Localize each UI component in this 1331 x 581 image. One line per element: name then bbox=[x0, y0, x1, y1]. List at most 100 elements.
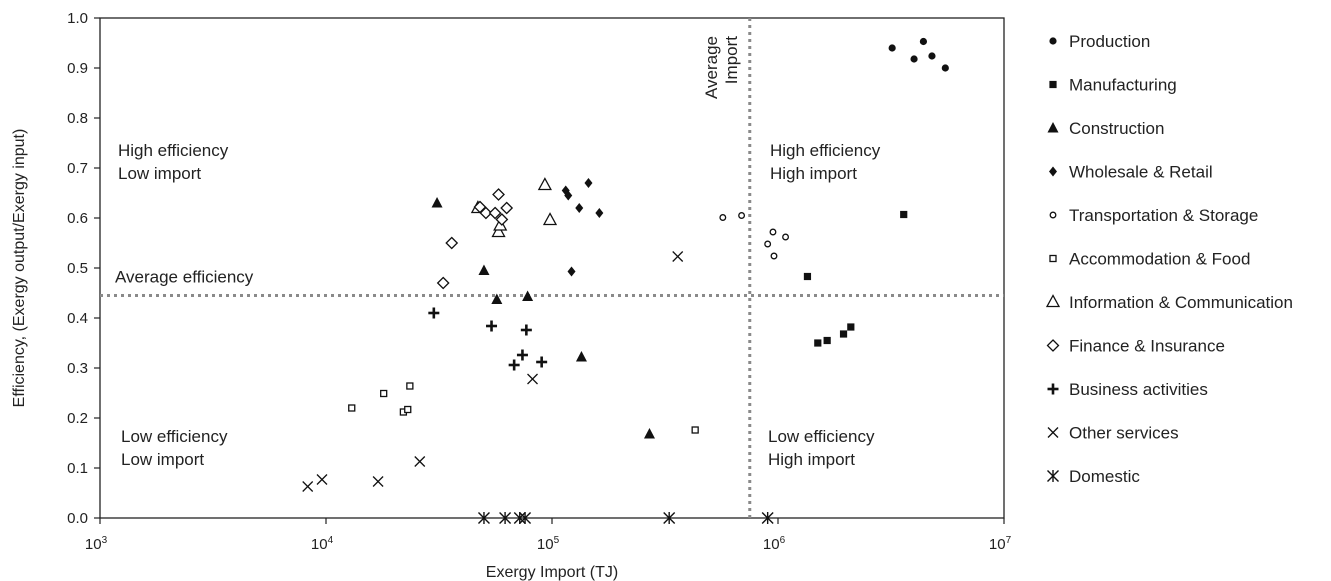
point-other-services bbox=[302, 481, 314, 492]
point-finance-insurance bbox=[488, 206, 502, 220]
x-axis-title: Exergy Import (TJ) bbox=[486, 564, 618, 581]
y-tick-label: 0.4 bbox=[67, 310, 88, 327]
legend-marker-other-services bbox=[1047, 427, 1059, 438]
point-other-services bbox=[672, 251, 684, 262]
x-tick-label: 104 bbox=[311, 535, 334, 553]
point-information-communication bbox=[491, 224, 506, 238]
legend-label-business-activities: Business activities bbox=[1069, 380, 1208, 399]
x-axis-ticks: 103 104 105 106 107 bbox=[85, 518, 1012, 553]
legend-marker-wholesale-retail bbox=[1049, 166, 1057, 177]
x-tick-label: 107 bbox=[989, 535, 1012, 553]
point-finance-insurance bbox=[479, 206, 493, 220]
point-transportation-storage bbox=[770, 252, 778, 260]
point-domestic bbox=[663, 512, 676, 524]
point-construction bbox=[491, 293, 503, 304]
y-tick-label: 0.5 bbox=[67, 260, 88, 277]
point-information-communication bbox=[537, 177, 552, 191]
point-construction bbox=[478, 264, 490, 275]
average-efficiency-label: Average efficiency bbox=[115, 268, 254, 287]
point-business-activities bbox=[520, 324, 532, 336]
point-production bbox=[888, 44, 896, 52]
x-tick-label: 106 bbox=[763, 535, 786, 553]
quadrant-label: High import bbox=[770, 164, 857, 183]
point-wholesale-retail bbox=[584, 178, 593, 188]
legend-marker-domestic bbox=[1047, 470, 1059, 482]
point-manufacturing bbox=[839, 330, 848, 338]
legend-label-manufacturing: Manufacturing bbox=[1069, 76, 1177, 95]
legend-label-construction: Construction bbox=[1069, 119, 1164, 138]
point-construction bbox=[431, 197, 443, 208]
quadrant-label: Low import bbox=[118, 164, 201, 183]
point-transportation-storage bbox=[764, 240, 772, 248]
legend-marker-production bbox=[1049, 37, 1057, 45]
quadrant-label: Low import bbox=[121, 450, 204, 469]
legend-marker-information-communication bbox=[1045, 294, 1061, 308]
legend-label-information-communication: Information & Communication bbox=[1069, 293, 1293, 312]
point-finance-insurance bbox=[492, 188, 505, 201]
point-wholesale-retail bbox=[595, 208, 604, 218]
point-manufacturing bbox=[814, 339, 822, 347]
point-domestic bbox=[477, 512, 490, 524]
y-tick-label: 0.3 bbox=[67, 360, 88, 377]
point-finance-insurance bbox=[445, 236, 459, 250]
point-wholesale-retail bbox=[575, 203, 584, 213]
point-accommodation-food bbox=[380, 389, 388, 398]
point-domestic bbox=[519, 512, 532, 524]
quadrant-label: Low efficiency bbox=[768, 427, 875, 446]
y-axis-ticks: 0.0 0.1 0.2 0.3 0.4 0.5 0.6 0.7 0.8 0.9 1.0 bbox=[67, 10, 100, 527]
data-points bbox=[302, 37, 949, 524]
legend-marker-finance-insurance bbox=[1046, 339, 1060, 352]
quadrant-label: High efficiency bbox=[118, 141, 229, 160]
point-transportation-storage bbox=[782, 233, 790, 241]
point-accommodation-food bbox=[691, 426, 699, 434]
average-import-label-line: Import bbox=[722, 36, 741, 84]
point-business-activities bbox=[508, 359, 520, 371]
point-other-services bbox=[316, 474, 328, 485]
point-transportation-storage bbox=[719, 214, 727, 221]
point-accommodation-food bbox=[348, 404, 356, 412]
point-production bbox=[919, 37, 928, 46]
y-tick-label: 0.6 bbox=[67, 210, 88, 227]
y-tick-label: 0.7 bbox=[67, 160, 88, 177]
point-domestic bbox=[513, 512, 526, 524]
legend-marker-transportation-storage bbox=[1049, 211, 1057, 219]
quadrant-label: Low efficiency bbox=[121, 427, 228, 446]
point-business-activities bbox=[536, 356, 548, 368]
point-wholesale-retail bbox=[567, 266, 576, 277]
legend-marker-business-activities bbox=[1047, 383, 1059, 395]
point-other-services bbox=[527, 373, 538, 385]
y-tick-label: 0.9 bbox=[67, 60, 88, 77]
average-import-label-line: Average bbox=[702, 36, 721, 99]
point-finance-insurance bbox=[436, 276, 450, 290]
point-manufacturing bbox=[803, 272, 812, 281]
quadrant-label: High import bbox=[768, 450, 855, 469]
legend-marker-construction bbox=[1047, 122, 1059, 133]
point-wholesale-retail bbox=[564, 190, 573, 201]
point-manufacturing bbox=[900, 210, 908, 219]
point-manufacturing bbox=[823, 336, 831, 345]
x-tick-label: 103 bbox=[85, 535, 108, 553]
point-manufacturing bbox=[847, 323, 855, 331]
point-production bbox=[928, 52, 936, 60]
reference-lines: Average efficiency Average Import bbox=[100, 18, 1004, 518]
legend-label-production: Production bbox=[1069, 32, 1150, 51]
point-construction bbox=[643, 428, 655, 439]
legend-label-transportation-storage: Transportation & Storage bbox=[1069, 206, 1258, 225]
point-other-services bbox=[414, 456, 426, 467]
point-business-activities bbox=[428, 307, 440, 319]
legend-label-other-services: Other services bbox=[1069, 424, 1179, 443]
legend-label-accommodation-food: Accommodation & Food bbox=[1069, 250, 1250, 269]
quadrant-labels: High efficiency Low import High efficiency… bbox=[118, 141, 881, 469]
point-business-activities bbox=[516, 349, 528, 361]
y-tick-label: 0.1 bbox=[67, 460, 88, 477]
point-production bbox=[910, 55, 918, 63]
y-tick-label: 1.0 bbox=[67, 10, 88, 27]
point-finance-insurance bbox=[500, 201, 514, 215]
legend: Production Manufacturing Construction Whole… bbox=[1045, 32, 1293, 486]
legend-label-domestic: Domestic bbox=[1069, 467, 1140, 486]
point-finance-insurance bbox=[495, 213, 509, 226]
x-tick-label: 105 bbox=[537, 535, 560, 553]
point-domestic bbox=[499, 512, 512, 524]
point-transportation-storage bbox=[738, 212, 746, 219]
